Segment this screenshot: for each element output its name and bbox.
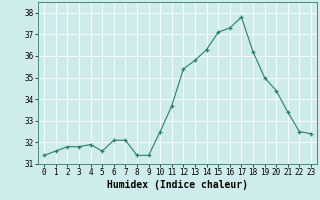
X-axis label: Humidex (Indice chaleur): Humidex (Indice chaleur) bbox=[107, 180, 248, 190]
